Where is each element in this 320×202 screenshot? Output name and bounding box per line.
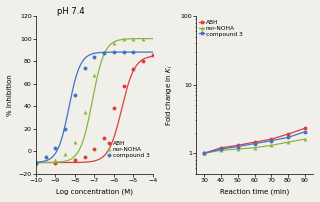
compound 3	[63, 127, 67, 130]
nor-NOHA	[219, 149, 223, 152]
compound 3	[132, 51, 135, 53]
Line: ABH: ABH	[202, 126, 307, 155]
ABH	[132, 68, 135, 70]
nor-NOHA	[252, 146, 256, 149]
compound 3	[219, 148, 223, 150]
ABH	[34, 161, 38, 164]
compound 3	[122, 51, 125, 53]
Line: compound 3: compound 3	[34, 50, 135, 164]
Legend: ABH, nor-NOHA, compound 3: ABH, nor-NOHA, compound 3	[199, 19, 243, 37]
ABH	[252, 141, 256, 143]
compound 3	[44, 156, 47, 158]
nor-NOHA	[132, 37, 135, 40]
nor-NOHA	[236, 148, 240, 150]
compound 3	[286, 136, 290, 139]
compound 3	[53, 147, 57, 149]
compound 3	[112, 51, 116, 53]
Line: nor-NOHA: nor-NOHA	[34, 37, 145, 164]
nor-NOHA	[63, 152, 67, 155]
ABH	[141, 60, 145, 62]
nor-NOHA	[53, 159, 57, 162]
ABH	[151, 54, 155, 57]
nor-NOHA	[112, 42, 116, 44]
ABH	[203, 152, 206, 154]
ABH	[219, 146, 223, 149]
Line: ABH: ABH	[34, 54, 155, 164]
ABH	[236, 144, 240, 147]
ABH	[102, 137, 106, 139]
nor-NOHA	[203, 152, 206, 154]
compound 3	[92, 55, 96, 58]
compound 3	[73, 94, 77, 96]
ABH	[92, 148, 96, 150]
X-axis label: Reaction time (min): Reaction time (min)	[220, 188, 289, 195]
Y-axis label: Fold change in $K_i$: Fold change in $K_i$	[164, 64, 175, 126]
ABH	[112, 107, 116, 110]
compound 3	[102, 52, 106, 54]
nor-NOHA	[92, 74, 96, 76]
nor-NOHA	[269, 144, 273, 147]
compound 3	[34, 161, 38, 164]
Text: pH 7.4: pH 7.4	[57, 7, 84, 16]
nor-NOHA	[303, 138, 307, 140]
ABH	[83, 156, 86, 158]
compound 3	[252, 142, 256, 145]
nor-NOHA	[83, 111, 86, 113]
Legend: ABH, nor-NOHA, compound 3: ABH, nor-NOHA, compound 3	[107, 140, 150, 158]
compound 3	[236, 145, 240, 148]
ABH	[269, 138, 273, 140]
Y-axis label: % Inhibition: % Inhibition	[7, 74, 13, 116]
nor-NOHA	[122, 37, 125, 40]
Line: nor-NOHA: nor-NOHA	[202, 137, 307, 155]
ABH	[53, 161, 57, 164]
ABH	[303, 127, 307, 130]
nor-NOHA	[102, 51, 106, 53]
nor-NOHA	[73, 141, 77, 143]
ABH	[286, 133, 290, 135]
compound 3	[269, 140, 273, 142]
compound 3	[203, 152, 206, 154]
ABH	[73, 159, 77, 162]
Line: compound 3: compound 3	[202, 130, 307, 155]
nor-NOHA	[286, 141, 290, 143]
compound 3	[83, 67, 86, 69]
nor-NOHA	[34, 161, 38, 164]
X-axis label: Log concentration (M): Log concentration (M)	[56, 188, 133, 195]
compound 3	[303, 131, 307, 133]
ABH	[122, 85, 125, 87]
nor-NOHA	[141, 37, 145, 40]
